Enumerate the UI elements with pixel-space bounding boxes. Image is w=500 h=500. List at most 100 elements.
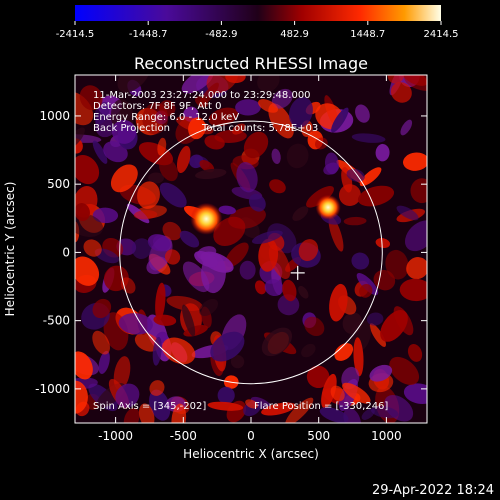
y-tick-label: -500 — [43, 314, 70, 328]
texture-blob — [194, 251, 218, 268]
texture-blob — [346, 168, 365, 182]
texture-blob — [198, 82, 219, 108]
colorbar-tick-label: -2414.5 — [56, 29, 95, 40]
texture-blob — [157, 137, 167, 156]
colorbar-tick-label: -1448.7 — [129, 29, 168, 40]
texture-blob — [147, 234, 171, 252]
texture-blob — [351, 133, 386, 143]
texture-blob — [137, 181, 160, 209]
texture-blob — [75, 138, 83, 154]
texture-blob — [75, 203, 90, 222]
texture-blob — [155, 282, 166, 321]
texture-blob — [83, 239, 102, 257]
texture-blob — [188, 117, 206, 140]
texture-blob — [356, 273, 379, 296]
texture-blob — [75, 351, 93, 380]
texture-blob — [304, 316, 325, 337]
source-peak — [190, 202, 223, 235]
texture-blob — [385, 249, 409, 280]
texture-blob — [179, 230, 200, 248]
texture-blob — [75, 155, 100, 185]
texture-blob — [407, 344, 423, 362]
texture-blob — [319, 407, 349, 423]
texture-blob — [264, 279, 284, 296]
texture-blob — [92, 330, 110, 355]
info-line-method: Back Projection — [93, 123, 170, 134]
plot-area: -1000 -500 0 500 1000 -1000 -500 0 500 1000 — [35, 74, 428, 443]
solar-limb — [119, 120, 383, 385]
texture-blob — [159, 157, 178, 182]
texture-blob — [235, 99, 261, 116]
info-line-detectors: Detectors: 7F 8F 9F, Att 0 — [93, 101, 221, 112]
texture-blob — [195, 168, 227, 180]
colorbar-tick-label: 2414.5 — [424, 29, 459, 40]
texture-blob — [400, 119, 413, 136]
texture-blob — [321, 373, 337, 409]
texture-blob — [306, 186, 334, 208]
texture-blob — [323, 162, 340, 175]
bright-sources — [190, 194, 341, 235]
texture-blob — [183, 325, 208, 337]
texture-blob — [171, 403, 187, 423]
texture-blob — [79, 85, 103, 111]
colorbar-ticks: -2414.5 -1448.7 -482.9 482.9 1448.7 2414.5 — [56, 21, 459, 40]
texture-blob — [162, 337, 196, 365]
texture-blob — [271, 148, 281, 165]
chart-title: Reconstructed RHESSI Image — [134, 54, 368, 73]
texture-blob — [199, 298, 219, 317]
x-tick-label: 500 — [307, 429, 330, 443]
texture-blob — [152, 336, 162, 366]
center-cross — [290, 265, 305, 280]
texture-blob — [288, 96, 313, 128]
x-tick-label: 1000 — [371, 429, 402, 443]
texture-blob — [366, 312, 384, 326]
texture-blob — [110, 164, 138, 193]
texture-blob — [338, 184, 361, 206]
texture-blob — [149, 389, 171, 421]
texture-blob — [243, 131, 269, 159]
texture-blob — [369, 323, 386, 347]
texture-blob — [134, 332, 160, 352]
texture-blob — [153, 314, 177, 326]
texture-blob — [149, 380, 165, 396]
footer-timestamp: 29-Apr-2022 18:24 — [372, 483, 494, 498]
texture-blob — [92, 298, 112, 319]
y-tick-label: -1000 — [35, 382, 70, 396]
texture-blob — [403, 383, 427, 404]
texture-blob — [115, 383, 140, 408]
texture-blob — [369, 364, 393, 382]
texture-blob — [351, 252, 370, 270]
texture-blob — [370, 406, 399, 419]
texture-blob — [314, 137, 328, 150]
texture-blob — [138, 403, 155, 423]
texture-blob — [403, 152, 427, 171]
texture-blob — [131, 238, 152, 260]
colorbar: -2414.5 -1448.7 -482.9 482.9 1448.7 2414.5 — [56, 5, 459, 40]
texture-blob — [285, 397, 314, 423]
texture-blob — [75, 377, 98, 390]
texture-blob — [208, 107, 239, 127]
y-tick-label: 0 — [62, 245, 70, 259]
texture-blob — [230, 354, 245, 369]
texture-blob — [301, 343, 316, 358]
texture-blob — [75, 213, 104, 237]
texture-blob — [248, 193, 266, 212]
texture-blob — [292, 206, 309, 221]
texture-blob — [355, 104, 370, 123]
texture-blob — [329, 283, 348, 322]
axis-ticks: -1000 -500 0 500 1000 -1000 -500 0 500 1000 — [35, 75, 427, 443]
texture-blob — [217, 386, 235, 404]
texture-blob — [298, 285, 309, 299]
texture-blob — [204, 135, 225, 150]
texture-blob — [331, 107, 349, 133]
info-line-counts: Total counts: 5.78E+03 — [201, 123, 318, 134]
texture-blob — [162, 221, 182, 241]
colorbar-tick-label: 1448.7 — [350, 29, 385, 40]
source-peak — [315, 194, 341, 220]
texture-blob — [282, 279, 297, 302]
texture-blob — [328, 216, 344, 252]
info-block: 11-Mar-2003 23:27:24.000 to 23:29:48.000… — [93, 90, 318, 134]
texture-blob — [232, 123, 246, 135]
texture-blob — [375, 143, 390, 162]
